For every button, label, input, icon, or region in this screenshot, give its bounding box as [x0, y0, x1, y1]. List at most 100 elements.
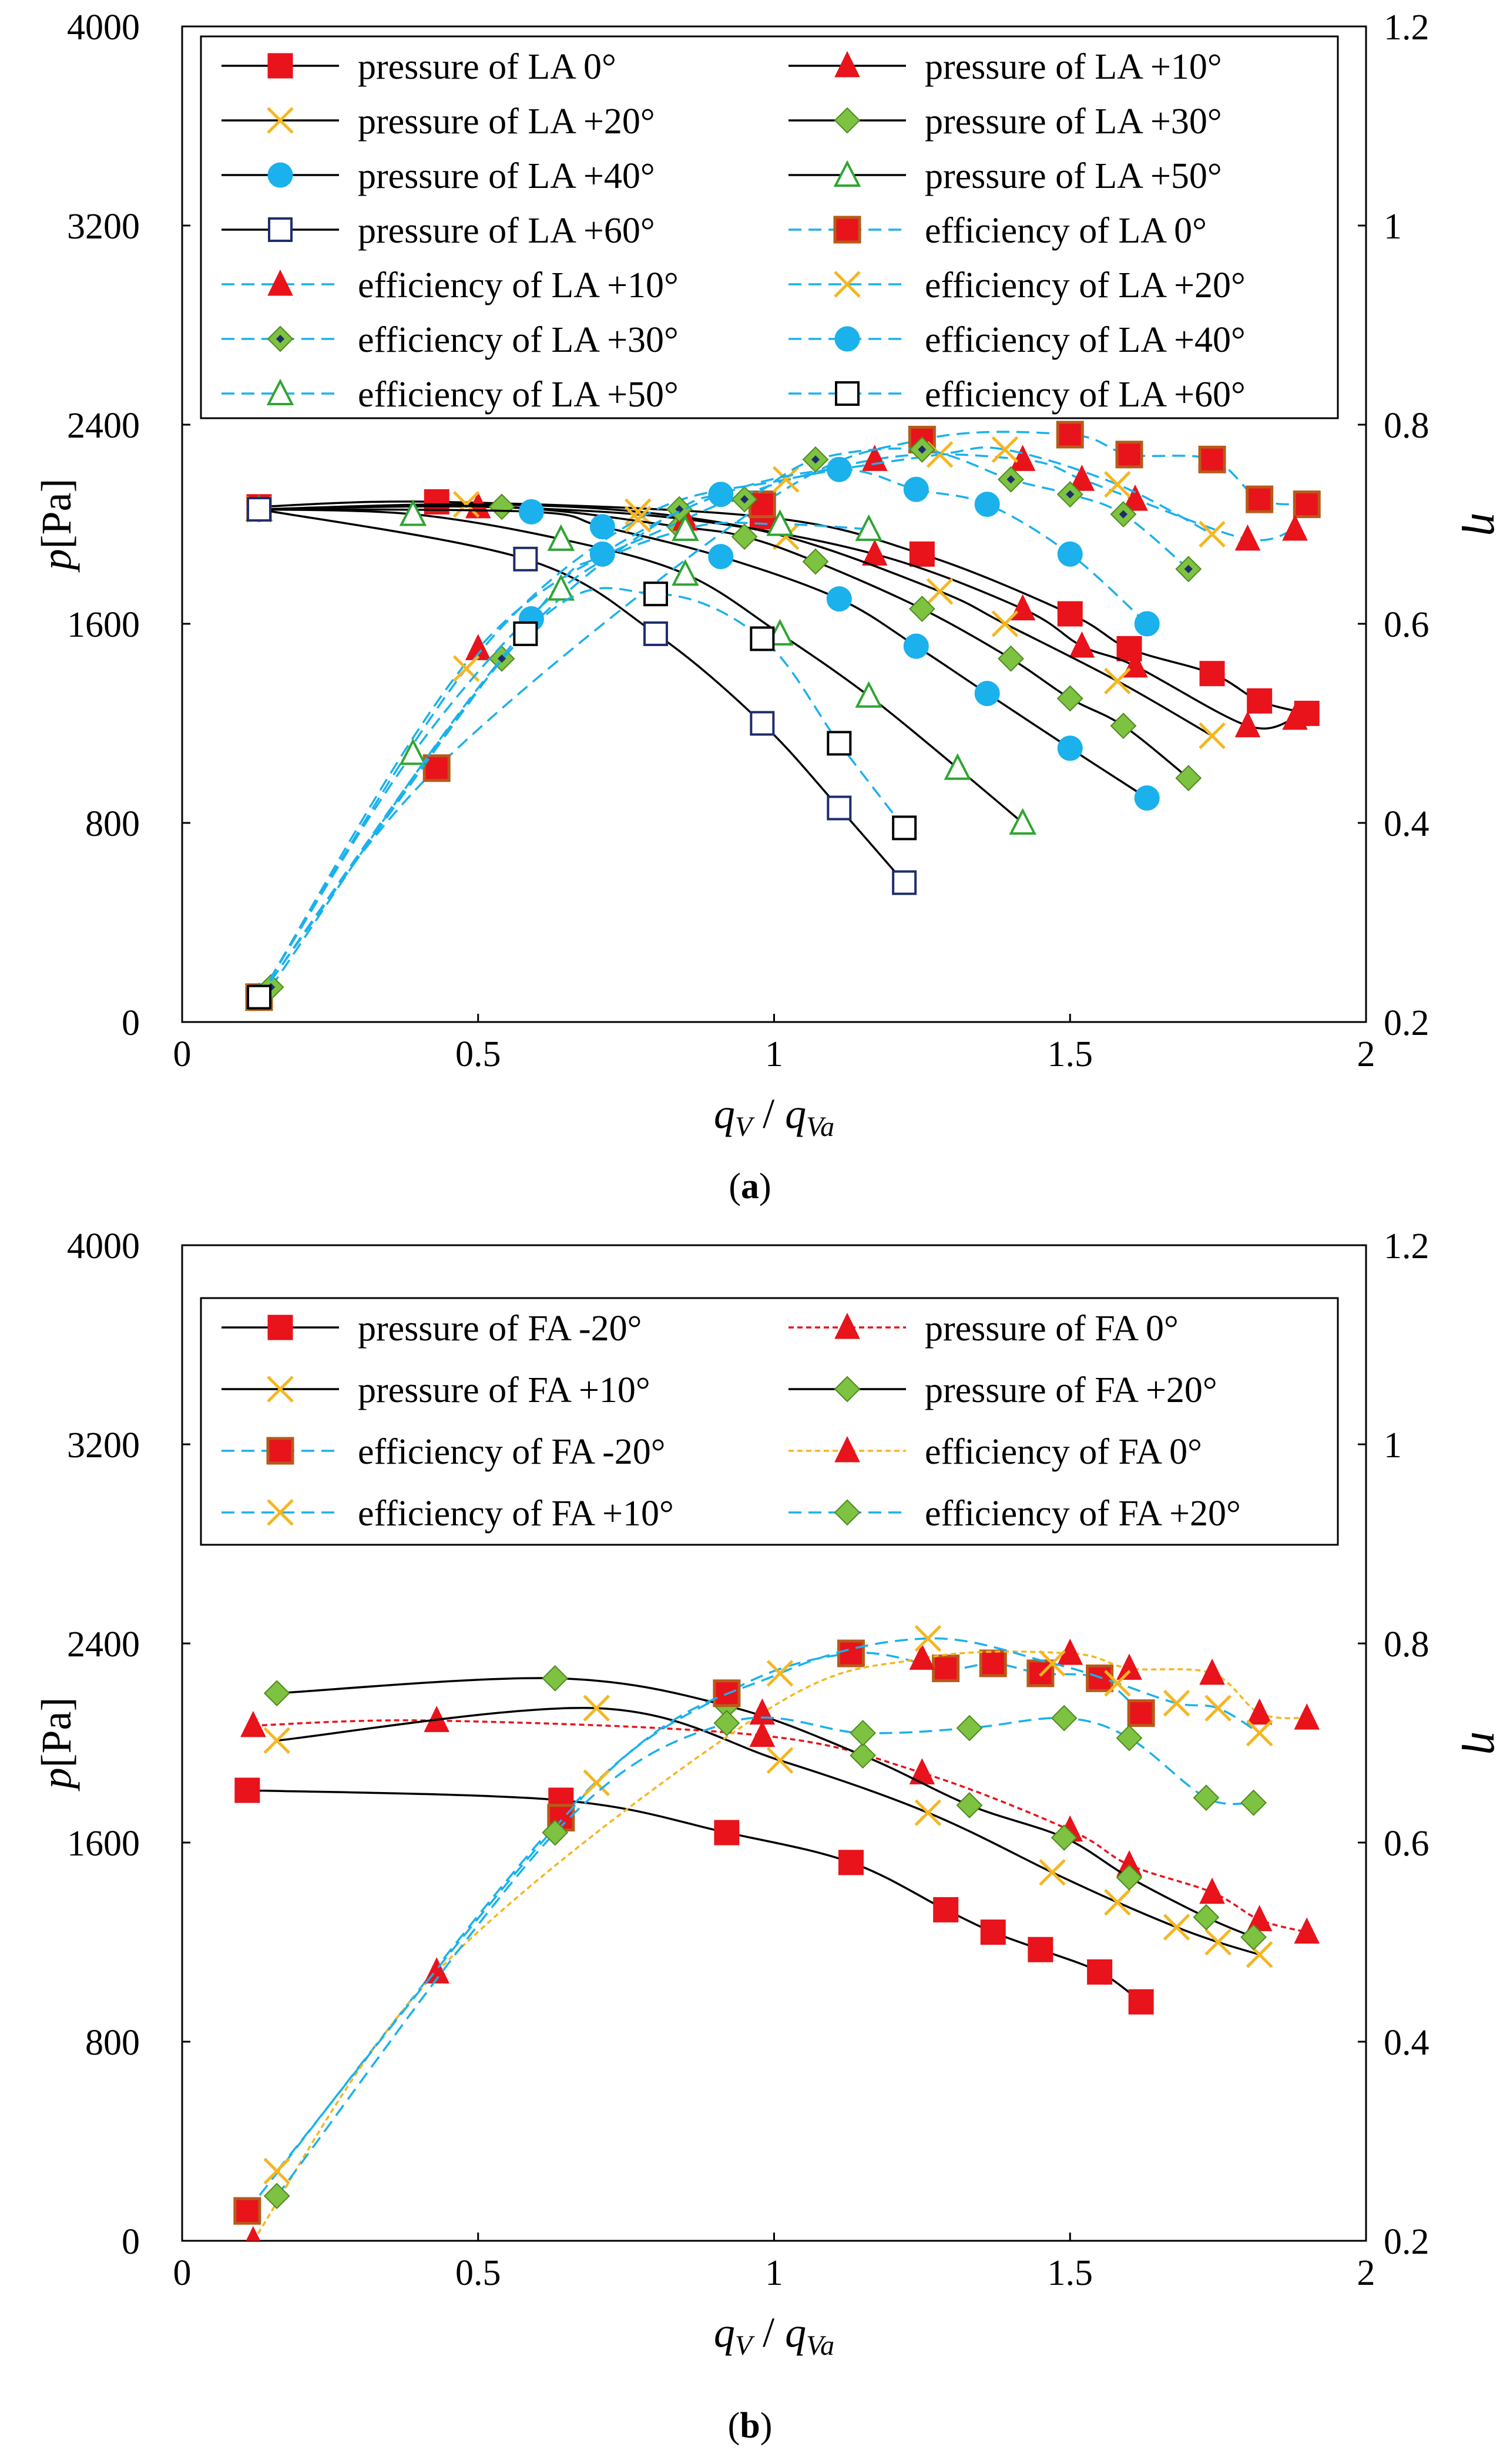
data-point — [672, 559, 699, 586]
data-point — [827, 731, 852, 756]
data-point — [998, 645, 1024, 672]
legend-swatch-marker — [267, 1315, 293, 1340]
data-point — [542, 1665, 569, 1692]
legend-item-pressure-of-la-plus60deg: pressure of LA +60° — [222, 211, 655, 251]
data-point — [1009, 445, 1036, 471]
legend-label: pressure of FA -20° — [358, 1309, 642, 1349]
data-point — [1193, 1784, 1220, 1811]
data-point — [750, 626, 775, 651]
legend-item-efficiency-of-fa-0deg: efficiency of FA 0° — [788, 1432, 1202, 1472]
legend-swatch-marker — [266, 1437, 294, 1465]
data-point — [583, 1695, 610, 1722]
data-point — [583, 1769, 610, 1797]
legend-label: efficiency of FA +10° — [358, 1494, 674, 1534]
y2-tick-label: 1.2 — [1384, 1226, 1429, 1266]
series-line — [258, 453, 1296, 998]
data-point — [838, 1850, 864, 1875]
data-point — [766, 1747, 794, 1774]
data-point — [246, 2226, 261, 2241]
y-tick-label: 0 — [122, 2222, 140, 2262]
data-point — [956, 1792, 983, 1818]
x-tick-label: 1 — [765, 2253, 783, 2293]
legend-swatch-marker — [267, 162, 293, 188]
x-axis-label: qV / qVa — [714, 2309, 834, 2361]
data-point — [731, 523, 758, 550]
data-point — [909, 1643, 935, 1670]
legend-label: efficiency of LA +60° — [925, 375, 1246, 415]
data-point — [1199, 722, 1226, 749]
legend-label: efficiency of LA +20° — [925, 265, 1246, 305]
data-point — [1246, 485, 1274, 513]
legend-swatch-marker — [267, 53, 293, 79]
legend-item-efficiency-of-la-plus10deg: efficiency of LA +10° — [222, 265, 679, 305]
x-tick-label: 2 — [1357, 1034, 1375, 1074]
y-tick-label: 1600 — [67, 605, 140, 645]
data-point — [956, 1715, 983, 1742]
data-point — [1116, 1653, 1142, 1680]
chart-panel-b: 0 0.5 1 1.5 2 0 800 1600 2400 3200 4000 0.2 0.4 0.6 0.… — [33, 1226, 1500, 2446]
legend-box — [200, 1297, 1339, 1546]
data-point — [1163, 1689, 1190, 1717]
legend-swatch-marker — [268, 217, 293, 242]
legend-label: efficiency of LA +10° — [358, 265, 679, 305]
series-efficiency-of-la-plus50deg — [245, 509, 882, 1009]
legend-label: pressure of LA +10° — [925, 47, 1222, 87]
data-point — [1039, 1859, 1066, 1886]
y2-tick-label: 0.6 — [1384, 605, 1429, 645]
data-point — [1199, 1877, 1225, 1904]
series-line — [258, 587, 905, 998]
data-point — [974, 681, 1000, 707]
data-point — [234, 1777, 260, 1803]
y2-tick-label: 0.8 — [1384, 406, 1429, 446]
legend-swatch-marker — [266, 378, 294, 405]
legend-item-pressure-of-la-plus10deg: pressure of LA +10° — [788, 47, 1222, 87]
data-point — [772, 466, 800, 493]
data-point — [547, 524, 575, 551]
y-tick-label: 3200 — [67, 207, 140, 247]
y2-tick-label: 0.2 — [1384, 1003, 1429, 1043]
legend-item-pressure-of-la-plus50deg: pressure of LA +50° — [788, 156, 1222, 196]
data-point — [1115, 441, 1143, 469]
y-tick-label: 2400 — [67, 406, 140, 446]
data-point — [933, 1897, 959, 1922]
legend-item-efficiency-of-la-plus60deg: efficiency of LA +60° — [788, 375, 1246, 415]
series-pressure-of-la-plus30deg — [246, 493, 1202, 792]
data-point — [909, 541, 935, 567]
data-point — [1282, 514, 1308, 541]
x-tick-label: 1 — [765, 1034, 783, 1074]
series-pressure-of-la-plus40deg — [246, 496, 1160, 811]
legend-swatch-marker — [834, 326, 860, 352]
data-point — [1069, 631, 1095, 658]
data-point — [1051, 1824, 1078, 1851]
data-point — [855, 681, 882, 708]
series-efficiency-of-fa-plus10deg — [263, 1625, 1273, 2185]
series-pressure-of-fa-minus-20deg — [234, 1777, 1154, 2015]
data-point — [1246, 1698, 1273, 1725]
data-point — [892, 870, 917, 895]
legend-item-pressure-of-la-plus20deg: pressure of LA +20° — [222, 102, 655, 142]
legend-label: pressure of LA 0° — [358, 47, 616, 87]
data-point — [246, 984, 271, 1010]
legend-label: pressure of LA +30° — [925, 102, 1222, 142]
data-point — [892, 815, 917, 841]
x-tick-label: 1.5 — [1048, 1034, 1093, 1074]
y2-tick-label: 1 — [1384, 1426, 1402, 1465]
y-tick-label: 0 — [122, 1003, 140, 1043]
series-line — [253, 1719, 1307, 1934]
y-tick-label: 3200 — [67, 1426, 140, 1465]
y-tick-label: 800 — [85, 804, 140, 844]
data-point — [488, 493, 515, 520]
y2-axis-label: η — [1461, 1732, 1500, 1755]
y-axis-label: p[Pa] — [33, 1697, 80, 1792]
data-point — [1240, 1789, 1267, 1816]
data-point — [1104, 667, 1131, 695]
x-tick-label: 1.5 — [1048, 2253, 1093, 2293]
data-point — [750, 711, 775, 736]
data-point — [240, 1710, 266, 1737]
series-line — [276, 1716, 1254, 2197]
data-point — [1294, 1917, 1320, 1944]
data-point — [903, 476, 929, 502]
series-efficiency-of-la-plus40deg — [246, 456, 1160, 1010]
legend-item-efficiency-of-fa-plus10deg: efficiency of FA +10° — [222, 1494, 674, 1534]
data-point — [1122, 484, 1148, 511]
